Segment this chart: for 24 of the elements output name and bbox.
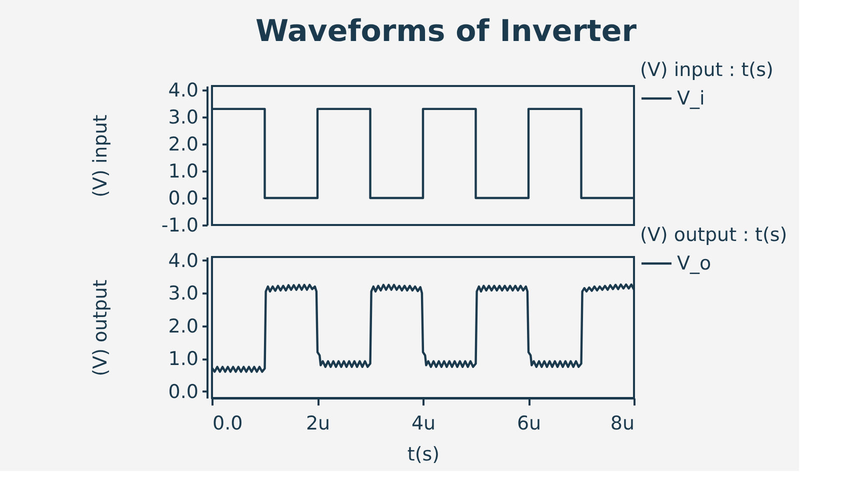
x-tick-label: 6u bbox=[516, 412, 542, 434]
y-axis-title: (V) output bbox=[90, 280, 112, 376]
y-tick-label: 4.0 bbox=[168, 250, 198, 272]
y-tick-label: 2.0 bbox=[168, 315, 198, 338]
y-tick-label: 1.0 bbox=[168, 160, 198, 183]
y-tick-label: 3.0 bbox=[168, 106, 198, 129]
x-tick-label: 8u bbox=[610, 412, 634, 434]
legend-title: (V) input : t(s) bbox=[640, 59, 774, 81]
x-tick-label: 0.0 bbox=[212, 412, 243, 434]
chart-title: Waveforms of Inverter bbox=[256, 14, 637, 49]
y-tick-label: 3.0 bbox=[168, 282, 198, 305]
x-tick-label: 2u bbox=[306, 412, 330, 434]
y-tick-label: 4.0 bbox=[168, 80, 198, 102]
y-tick-label: -1.0 bbox=[161, 214, 198, 236]
y-tick-label: 2.0 bbox=[168, 134, 198, 156]
y-tick-label: 0.0 bbox=[168, 188, 198, 210]
legend-title: (V) output : t(s) bbox=[640, 224, 788, 246]
y-tick-label: 1.0 bbox=[168, 348, 198, 370]
y-axis-title: (V) input bbox=[90, 114, 112, 198]
y-tick-label: 0.0 bbox=[168, 380, 198, 403]
x-tick-label: 4u bbox=[411, 412, 436, 434]
legend-label: V_i bbox=[677, 88, 705, 110]
legend-label: V_o bbox=[677, 252, 712, 274]
x-axis-title: t(s) bbox=[407, 444, 440, 466]
